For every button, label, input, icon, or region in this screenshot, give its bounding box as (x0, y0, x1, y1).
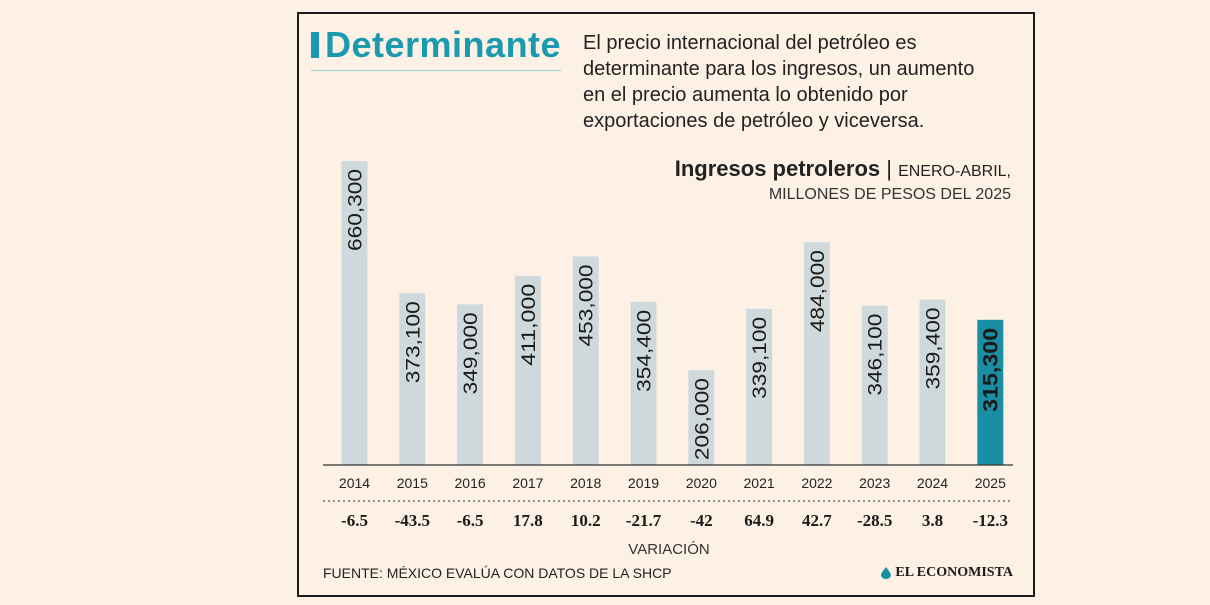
value-label: 206,000 (692, 378, 713, 460)
chart-title-row: Ingresos petroleros | ENERO-ABRIL, (675, 156, 1011, 182)
chart-title: Ingresos petroleros (674, 156, 881, 181)
intro-line: El precio internacional del petróleo es (583, 32, 917, 54)
intro-line: determinante para los ingresos, un aumen… (583, 58, 975, 80)
brand-drop-icon (881, 567, 892, 579)
value-label: 660,300 (346, 169, 367, 251)
x-tick-label: 2017 (512, 475, 543, 491)
variation-value: -28.5 (857, 511, 892, 530)
variation-value: 64.9 (744, 511, 774, 530)
brand-logo: EL ECONOMISTA (881, 565, 1013, 581)
variation-value: 17.8 (513, 511, 543, 530)
value-label: 315,300 (979, 328, 1002, 412)
x-tick-label: 2021 (744, 475, 775, 491)
bar-2015 (399, 293, 426, 465)
variation-value: -6.5 (457, 511, 484, 530)
value-label: 411,000 (519, 284, 540, 366)
chart-unit: MILLONES DE PESOS DEL 2025 (768, 186, 1011, 203)
variation-value: -6.5 (341, 511, 368, 530)
bar-2016 (457, 304, 484, 465)
x-tick-label: 2019 (628, 475, 659, 491)
variation-value: -12.3 (973, 511, 1008, 530)
title-accent-bar (311, 32, 319, 58)
title-underline (311, 70, 561, 71)
variation-label: VARIACIÓN (628, 541, 709, 558)
bar-2024 (919, 299, 946, 465)
title-separator: | (880, 156, 899, 181)
value-label: 373,100 (403, 301, 424, 383)
bar-2022 (803, 242, 830, 465)
bar-2020 (688, 370, 715, 465)
x-tick-label: 2018 (570, 475, 601, 491)
x-tick-label: 2014 (339, 475, 370, 491)
bar-2019 (630, 301, 657, 465)
value-label: 354,400 (635, 310, 656, 392)
value-label: 346,100 (866, 314, 887, 396)
x-tick-label: 2023 (859, 475, 890, 491)
value-label: 484,000 (808, 250, 829, 332)
x-tick-label: 2022 (801, 475, 832, 491)
x-tick-label: 2024 (917, 475, 948, 491)
x-tick-label: 2020 (686, 475, 717, 491)
value-label: 339,100 (750, 317, 771, 399)
x-tick-label: 2025 (975, 475, 1006, 491)
variation-value: -43.5 (395, 511, 430, 530)
bar-2017 (514, 275, 541, 465)
x-tick-label: 2016 (455, 475, 486, 491)
bar-2018 (572, 256, 599, 465)
bar-2014 (341, 161, 368, 465)
x-tick-label: 2015 (397, 475, 428, 491)
variation-value: -21.7 (626, 511, 662, 530)
bar-2021 (746, 308, 773, 465)
variation-value: -42 (690, 511, 713, 530)
intro-line: en el precio aumenta lo obtenido por (583, 84, 908, 106)
headline: Determinante (325, 24, 562, 65)
bar-chart: 660,300 2014 -6.5 373,100 2015 -43.5 349,000 20… (323, 161, 1013, 558)
intro-line: exportaciones de petróleo y viceversa. (583, 110, 925, 132)
intro-paragraph: El precio internacional del petróleo es … (583, 30, 1013, 134)
value-label: 359,400 (924, 308, 945, 390)
bar-2023 (861, 305, 888, 465)
source-note: FUENTE: MÉXICO EVALÚA CON DATOS DE LA SH… (323, 565, 672, 581)
variation-value: 10.2 (571, 511, 601, 530)
bar-2025 (977, 319, 1004, 465)
infographic-card: Determinante El precio internacional del… (297, 12, 1035, 597)
brand-name: EL ECONOMISTA (895, 565, 1013, 580)
value-label: 349,000 (461, 312, 482, 394)
value-label: 453,000 (577, 264, 598, 346)
chart-period: ENERO-ABRIL, (898, 163, 1011, 180)
variation-value: 42.7 (802, 511, 832, 530)
variation-value: 3.8 (922, 511, 943, 530)
